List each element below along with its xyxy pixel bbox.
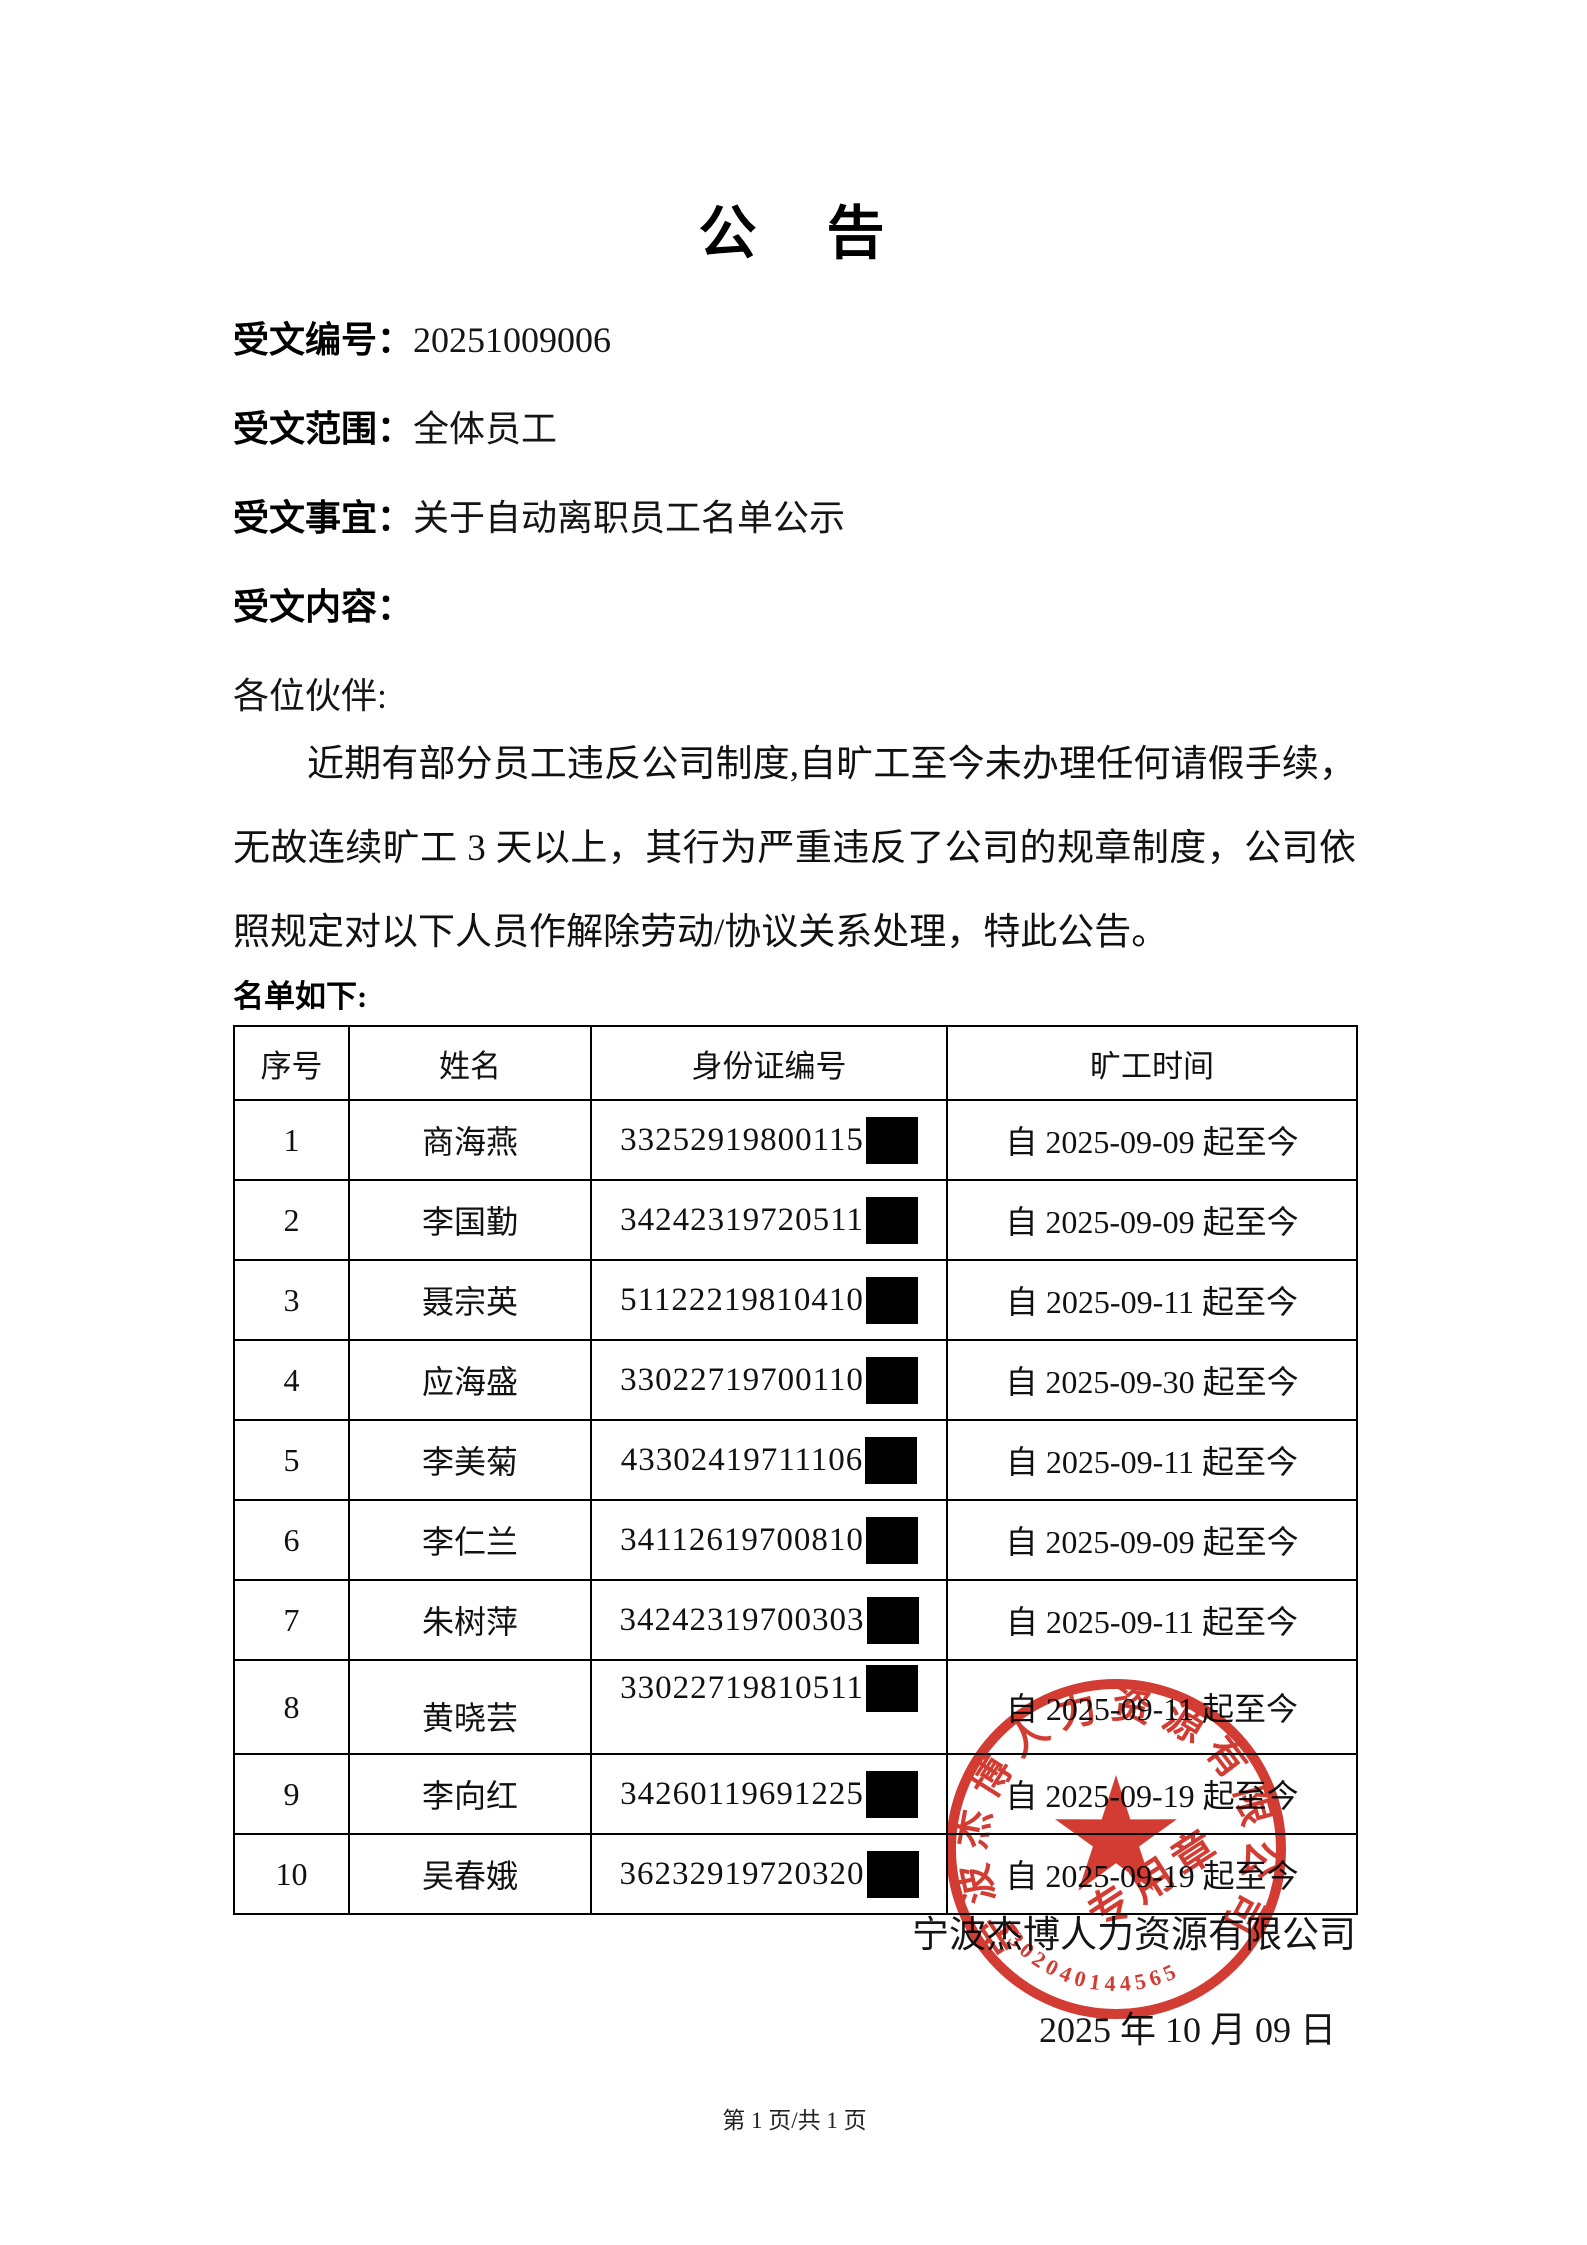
id-number: 34242319720511 (620, 1201, 864, 1238)
absence-period: 自 2025-09-09 起至今 (946, 1499, 1358, 1581)
scope-label: 受文范围： (233, 409, 414, 449)
page-number-footer: 第 1 页/共 1 页 (722, 2108, 867, 2133)
header-name: 姓名 (348, 1025, 592, 1101)
table-row: 2 李国勤 34242319720511 自 2025-09-09 起至今 (233, 1179, 1358, 1261)
list-label: 名单如下: (233, 979, 368, 1014)
document-content: 公 告 受文编号：20251009006 受文范围：全体员工 受文事宜：关于自动… (233, 0, 1358, 2135)
company-signature: 宁波杰博人力资源有限公司 (912, 1915, 1356, 1956)
id-number: 33252919800115 (620, 1121, 864, 1158)
redaction-box (865, 1665, 918, 1712)
redaction-box (865, 1436, 918, 1484)
id-number: 33022719700110 (620, 1361, 864, 1398)
absence-period: 自 2025-09-19 起至今 (946, 1833, 1358, 1915)
redaction-box (865, 1516, 918, 1564)
id-number-cell: 34242319700303 (590, 1579, 948, 1661)
subject-label: 受文事宜： (233, 498, 414, 538)
table-row: 9 李向红 34260119691225 自 2025-09-19 起至今 (233, 1753, 1358, 1835)
absence-period: 自 2025-09-19 起至今 (946, 1753, 1358, 1835)
page-title: 公 告 (698, 201, 891, 266)
employee-name: 李仁兰 (348, 1499, 592, 1581)
header-absence-period: 旷工时间 (946, 1025, 1358, 1101)
employee-name: 李美菊 (348, 1419, 592, 1501)
redaction-box (865, 1196, 918, 1244)
id-number: 34260119691225 (620, 1775, 864, 1812)
doc-number-label: 受文编号： (233, 320, 414, 360)
id-number-cell: 33022719810511 (590, 1659, 948, 1755)
absence-period: 自 2025-09-09 起至今 (946, 1099, 1358, 1181)
table-row: 3 聂宗英 51122219810410 自 2025-09-11 起至今 (233, 1259, 1358, 1341)
table-row: 1 商海燕 33252919800115 自 2025-09-09 起至今 (233, 1099, 1358, 1181)
absence-period: 自 2025-09-11 起至今 (946, 1419, 1358, 1501)
header-id-number: 身份证编号 (590, 1025, 948, 1101)
id-number-cell: 34112619700810 (590, 1499, 948, 1581)
salutation: 各位伙伴: (233, 676, 388, 716)
absence-period: 自 2025-09-30 起至今 (946, 1339, 1358, 1421)
employee-name: 应海盛 (348, 1339, 592, 1421)
table-body: 1 商海燕 33252919800115 自 2025-09-09 起至今 2 李国勤 34… (233, 1099, 1358, 1915)
absence-period: 自 2025-09-11 起至今 (946, 1579, 1358, 1661)
table-row: 5 李美菊 43302419711106 自 2025-09-11 起至今 (233, 1419, 1358, 1501)
content-label: 受文内容： (233, 587, 414, 627)
id-number-cell: 36232919720320 (590, 1833, 948, 1915)
row-serial: 1 (233, 1099, 350, 1181)
employee-name: 黄晓芸 (348, 1659, 592, 1755)
absence-period: 自 2025-09-11 起至今 (946, 1659, 1358, 1755)
redaction-box (866, 1850, 919, 1898)
id-number: 34112619700810 (620, 1521, 864, 1558)
redaction-box (865, 1276, 918, 1324)
id-number-cell: 51122219810410 (590, 1259, 948, 1341)
row-serial: 2 (233, 1179, 350, 1261)
scope-line: 受文范围：全体员工 (233, 408, 1356, 450)
id-number: 34242319700303 (619, 1601, 865, 1638)
id-number-cell: 43302419711106 (590, 1419, 948, 1501)
table-row: 6 李仁兰 34112619700810 自 2025-09-09 起至今 (233, 1499, 1358, 1581)
table-row: 8 黄晓芸 33022719810511 自 2025-09-11 起至今 (233, 1659, 1358, 1755)
employee-name: 吴春娥 (348, 1833, 592, 1915)
absence-period: 自 2025-09-11 起至今 (946, 1259, 1358, 1341)
employee-name: 李国勤 (348, 1179, 592, 1261)
row-serial: 10 (233, 1833, 350, 1915)
table-row: 4 应海盛 33022719700110 自 2025-09-30 起至今 (233, 1339, 1358, 1421)
row-serial: 4 (233, 1339, 350, 1421)
id-number-cell: 34260119691225 (590, 1753, 948, 1835)
id-number-cell: 33252919800115 (590, 1099, 948, 1181)
meta-block: 受文编号：20251009006 受文范围：全体员工 受文事宜：关于自动离职员工… (233, 319, 1356, 717)
id-number: 43302419711106 (620, 1441, 864, 1478)
row-serial: 3 (233, 1259, 350, 1341)
row-serial: 5 (233, 1419, 350, 1501)
row-serial: 6 (233, 1499, 350, 1581)
subject-line: 受文事宜：关于自动离职员工名单公示 (233, 497, 1356, 539)
table-row: 7 朱树萍 34242319700303 自 2025-09-11 起至今 (233, 1579, 1358, 1661)
header-serial: 序号 (233, 1025, 350, 1101)
body-paragraph: 近期有部分员工违反公司制度,自旷工至今未办理任何请假手续，无故连续旷工 3 天以… (233, 744, 1356, 953)
absence-period: 自 2025-09-09 起至今 (946, 1179, 1358, 1261)
signature-date: 2025 年 10 月 09 日 (1038, 2010, 1336, 2050)
id-number-cell: 33022719700110 (590, 1339, 948, 1421)
row-serial: 9 (233, 1753, 350, 1835)
employee-name: 聂宗英 (348, 1259, 592, 1341)
doc-number-value: 20251009006 (413, 320, 612, 360)
row-serial: 7 (233, 1579, 350, 1661)
employee-name: 商海燕 (348, 1099, 592, 1181)
id-number: 51122219810410 (620, 1281, 864, 1318)
absence-roster-table: 序号 姓名 身份证编号 旷工时间 1 商海燕 33252919800115 自 202… (233, 1025, 1358, 1915)
redaction-box (865, 1356, 918, 1404)
redaction-box (865, 1770, 918, 1818)
doc-number-line: 受文编号：20251009006 (233, 319, 1356, 361)
table-row: 10 吴春娥 36232919720320 自 2025-09-19 起至今 (233, 1833, 1358, 1915)
id-number-cell: 34242319720511 (590, 1179, 948, 1261)
employee-name: 朱树萍 (348, 1579, 592, 1661)
redaction-box (866, 1596, 919, 1644)
content-label-line: 受文内容： (233, 586, 1356, 628)
employee-name: 李向红 (348, 1753, 592, 1835)
table-header-row: 序号 姓名 身份证编号 旷工时间 (233, 1025, 1358, 1101)
id-number: 36232919720320 (619, 1855, 865, 1892)
row-serial: 8 (233, 1659, 350, 1755)
id-number: 33022719810511 (620, 1670, 864, 1706)
redaction-box (865, 1116, 918, 1164)
scope-value: 全体员工 (413, 409, 558, 449)
subject-value: 关于自动离职员工名单公示 (413, 498, 846, 538)
salutation-line: 各位伙伴: (233, 675, 1356, 717)
